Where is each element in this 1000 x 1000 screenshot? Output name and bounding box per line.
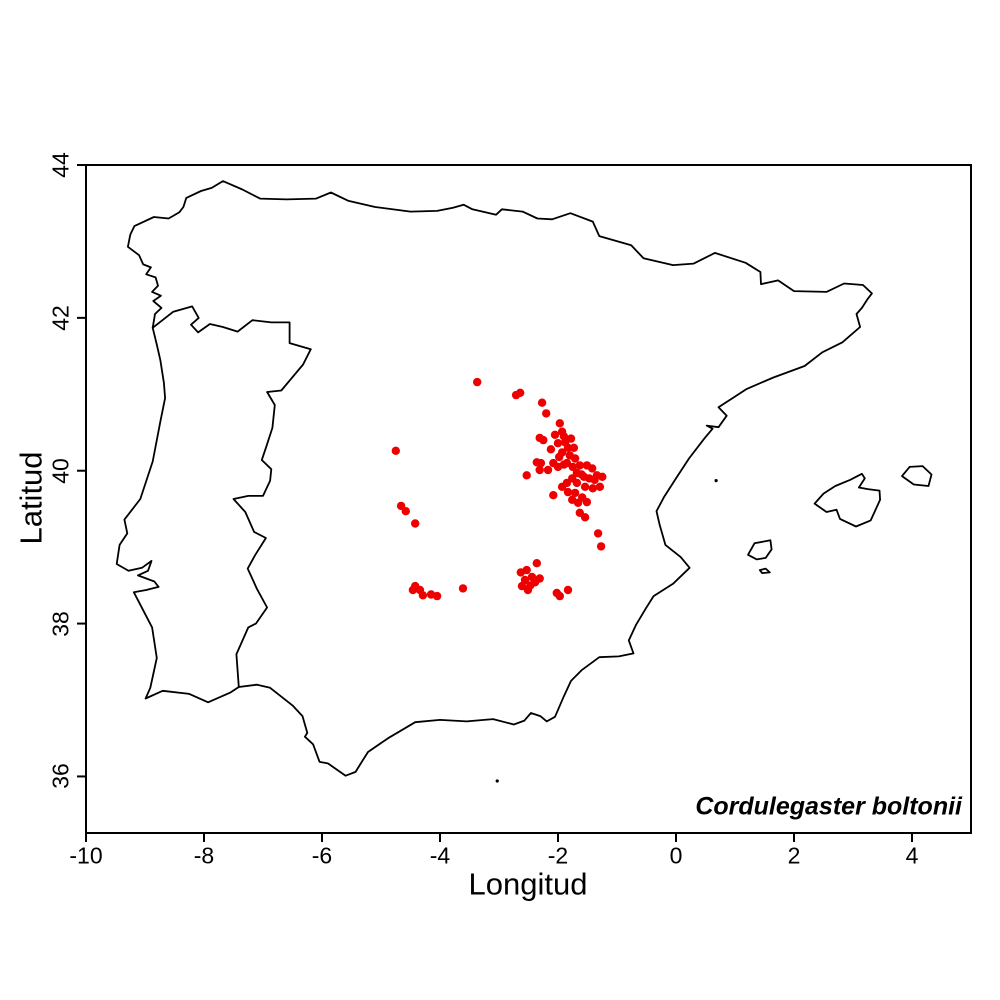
occurrence-point <box>557 482 567 491</box>
x-tick-label: -6 <box>311 842 333 869</box>
occurrence-point <box>563 443 573 452</box>
occurrence-point <box>432 591 442 601</box>
iberian-peninsula-coastline <box>115 180 873 777</box>
occurrence-point <box>542 409 551 418</box>
occurrence-point <box>575 461 584 470</box>
occurrence-point <box>537 398 547 407</box>
alboran-islet <box>495 779 499 783</box>
occurrence-point <box>473 377 482 387</box>
occurrence-point <box>568 462 577 472</box>
occurrence-point <box>559 432 569 441</box>
occurrence-point <box>517 581 527 591</box>
occurrence-point <box>588 464 597 473</box>
occurrence-point <box>522 565 531 575</box>
occurrence-point <box>555 591 564 601</box>
occurrence-point <box>582 497 592 507</box>
columbretes-islet <box>714 479 718 483</box>
y-axis-title: Latitud <box>13 451 49 545</box>
x-tick-label: -10 <box>69 842 103 869</box>
occurrence-point <box>546 445 556 454</box>
occurrence-point <box>555 419 564 428</box>
occurrence-point <box>580 513 590 522</box>
occurrence-point <box>418 591 428 600</box>
occurrence-point <box>590 475 599 485</box>
occurrence-point <box>401 507 410 516</box>
menorca-island <box>901 465 933 487</box>
x-tick-label: 4 <box>905 842 919 869</box>
y-tick-label: 38 <box>47 610 74 637</box>
occurrence-point <box>563 487 573 497</box>
occurrence-point <box>569 443 579 452</box>
x-tick-label: 0 <box>669 842 683 869</box>
occurrence-point <box>588 484 597 493</box>
occurrence-point <box>570 488 580 498</box>
occurrence-point <box>593 529 603 538</box>
occurrence-point <box>596 542 606 551</box>
y-tick-label: 44 <box>47 152 74 178</box>
occurrence-point <box>411 519 420 528</box>
occurrence-point <box>566 434 576 443</box>
axis-tick-marks <box>77 164 913 842</box>
occurrence-point <box>535 574 544 583</box>
occurrence-point <box>555 452 564 462</box>
occurrence-point <box>532 559 541 568</box>
formentera-island <box>758 567 771 574</box>
y-tick-label: 42 <box>47 305 74 331</box>
occurrence-point <box>563 585 573 595</box>
occurrence-point <box>580 482 590 491</box>
occurrence-point <box>516 388 525 397</box>
occurrence-point <box>595 482 605 491</box>
occurrence-point <box>458 584 468 593</box>
occurrence-point <box>549 491 558 500</box>
occurrence-point <box>391 446 400 455</box>
portugal-spain-border <box>151 305 312 688</box>
occurrence-point <box>559 460 569 469</box>
mallorca-island <box>813 472 881 528</box>
occurrence-point <box>550 430 560 439</box>
coastline-paths <box>115 180 933 783</box>
occurrence-point <box>539 435 548 445</box>
occurrence-point <box>570 454 580 463</box>
x-tick-label: -8 <box>193 842 215 869</box>
y-tick-label: 36 <box>47 763 74 790</box>
occurrence-point <box>553 439 563 448</box>
occurrence-point <box>579 472 589 481</box>
occurrence-point <box>598 472 607 481</box>
occurrence-point <box>535 465 544 475</box>
x-axis-title: Longitud <box>468 866 588 902</box>
occurrence-point <box>568 495 577 504</box>
occurrence-point <box>536 458 546 468</box>
occurrence-point <box>523 585 533 595</box>
x-tick-label: -2 <box>547 842 569 869</box>
x-tick-label: 2 <box>787 842 801 869</box>
ibiza-island <box>747 539 773 561</box>
occurrence-point <box>543 465 553 475</box>
y-tick-label: 40 <box>47 457 74 484</box>
occurrence-point <box>572 478 582 488</box>
x-tick-label: -4 <box>429 842 451 869</box>
occurrence-points <box>391 377 607 601</box>
occurrence-point <box>522 471 531 480</box>
species-name-label: Cordulegaster boltonii <box>695 792 962 821</box>
plot-border-box <box>85 164 972 834</box>
